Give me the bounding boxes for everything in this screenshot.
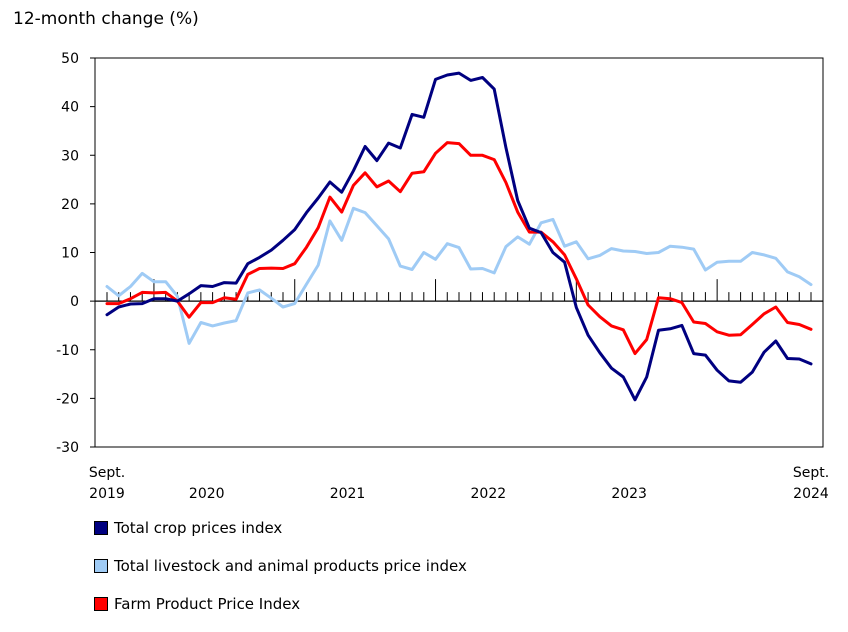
legend-swatch-livestock — [94, 559, 108, 573]
legend-item-livestock: Total livestock and animal products pric… — [94, 556, 467, 576]
y-tick-label: 0 — [70, 294, 79, 310]
x-tick-label-month: Sept. — [89, 465, 125, 481]
x-tick-label-month: Sept. — [793, 465, 829, 481]
legend-swatch-crop — [94, 521, 108, 535]
line-chart: -30 -20 -10 0 10 20 30 40 50 Sept. 2019 2020 2021 20… — [56, 51, 829, 502]
legend-item-crop: Total crop prices index — [94, 518, 467, 538]
y-tick-label: -30 — [56, 440, 79, 456]
y-tick-label: 40 — [61, 100, 79, 116]
y-axis: -30 -20 -10 0 10 20 30 40 50 — [56, 51, 95, 456]
x-tick-label-year: 2022 — [471, 486, 507, 502]
y-tick-label: 10 — [61, 246, 79, 262]
legend-label-crop: Total crop prices index — [114, 519, 283, 537]
legend-label-livestock: Total livestock and animal products pric… — [114, 557, 467, 575]
legend-item-fppi: Farm Product Price Index — [94, 594, 467, 614]
x-tick-label-year: 2021 — [330, 486, 366, 502]
x-tick-label-year: 2020 — [189, 486, 225, 502]
y-tick-label: 30 — [61, 148, 79, 164]
series-line-2 — [105, 141, 813, 356]
x-axis: Sept. 2019 2020 2021 2022 2023 Sept. 2024 — [89, 279, 829, 502]
y-tick-label: -10 — [56, 343, 79, 359]
x-tick-label-year: 2024 — [793, 486, 829, 502]
plot-frame — [94, 57, 824, 448]
series-line-0 — [105, 71, 813, 402]
y-tick-label: -20 — [56, 391, 79, 407]
plot-border — [94, 57, 824, 448]
y-tick-label: 20 — [61, 197, 79, 213]
series-line-1 — [105, 206, 813, 345]
legend-label-fppi: Farm Product Price Index — [114, 595, 301, 613]
legend-swatch-fppi — [94, 597, 108, 611]
legend: Total crop prices index Total livestock … — [94, 518, 467, 632]
x-tick-label-year: 2019 — [89, 486, 125, 502]
y-axis-label: 12-month change (%) — [13, 9, 199, 29]
series-lines — [105, 71, 813, 402]
x-tick-label-year: 2023 — [611, 486, 647, 502]
y-tick-label: 50 — [61, 51, 79, 67]
